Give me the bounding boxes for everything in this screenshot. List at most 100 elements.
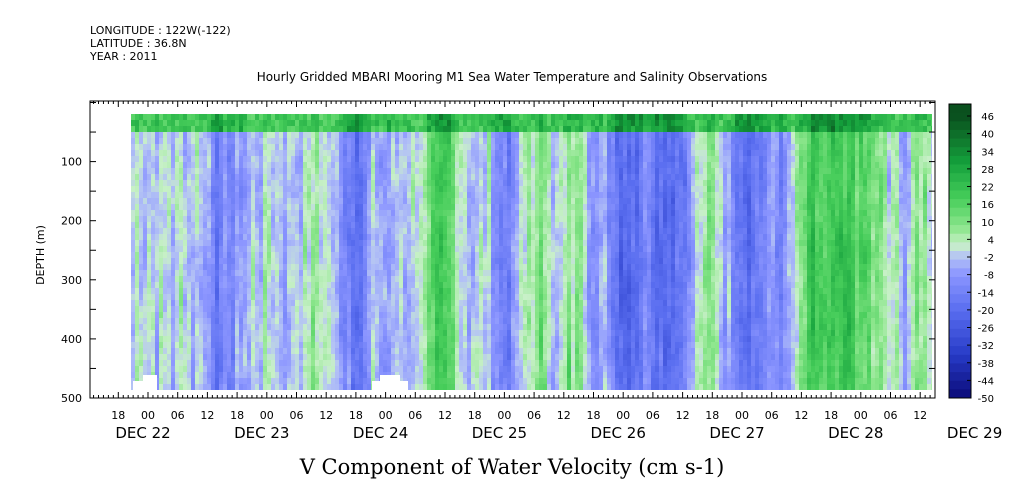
heatmap-cell xyxy=(203,138,208,145)
heatmap-cell xyxy=(179,156,184,163)
heatmap-cell xyxy=(263,300,268,307)
heatmap-cell xyxy=(255,294,260,301)
heatmap-cell xyxy=(435,240,440,247)
heatmap-cell xyxy=(179,168,184,175)
heatmap-cell xyxy=(359,144,364,151)
heatmap-cell xyxy=(275,168,280,175)
heatmap-cell xyxy=(183,126,188,133)
heatmap-cell xyxy=(447,126,452,133)
heatmap-cell xyxy=(211,288,216,295)
heatmap-cell xyxy=(559,168,564,175)
heatmap-cell xyxy=(231,282,236,289)
heatmap-cell xyxy=(295,174,300,181)
heatmap-cell xyxy=(287,372,292,379)
heatmap-cell xyxy=(507,318,512,325)
heatmap-cell xyxy=(307,198,312,205)
heatmap-cell xyxy=(363,192,368,199)
heatmap-cell xyxy=(471,168,476,175)
heatmap-cell xyxy=(343,150,348,157)
heatmap-cell xyxy=(323,306,328,313)
heatmap-cell xyxy=(311,270,316,277)
heatmap-cell xyxy=(431,324,436,331)
heatmap-cell xyxy=(171,366,176,373)
heatmap-cell xyxy=(319,138,324,145)
heatmap-cell xyxy=(555,216,560,223)
heatmap-cell xyxy=(307,294,312,301)
heatmap-cell xyxy=(403,348,408,355)
heatmap-cell xyxy=(419,336,424,343)
heatmap-cell xyxy=(299,216,304,223)
heatmap-cell xyxy=(319,276,324,283)
heatmap-cell xyxy=(223,282,228,289)
heatmap-cell xyxy=(319,168,324,175)
heatmap-cell xyxy=(247,366,252,373)
heatmap-cell xyxy=(455,144,460,151)
heatmap-cell xyxy=(415,120,420,127)
heatmap-cell xyxy=(159,282,164,289)
heatmap-cell xyxy=(303,192,308,199)
heatmap-cell xyxy=(359,204,364,211)
heatmap-cell xyxy=(555,246,560,253)
heatmap-cell xyxy=(131,150,136,157)
heatmap-cell xyxy=(299,264,304,271)
heatmap-cell xyxy=(299,360,304,367)
heatmap-cell xyxy=(523,276,528,283)
heatmap-cell xyxy=(439,264,444,271)
heatmap-cell xyxy=(315,144,320,151)
heatmap-cell xyxy=(207,174,212,181)
heatmap-cell xyxy=(347,354,352,361)
heatmap-cell xyxy=(395,348,400,355)
heatmap-cell xyxy=(263,174,268,181)
heatmap-cell xyxy=(171,246,176,253)
heatmap-cell xyxy=(179,300,184,307)
heatmap-cell xyxy=(147,264,152,271)
heatmap-cell xyxy=(271,234,276,241)
heatmap-cell xyxy=(223,228,228,235)
heatmap-cell xyxy=(367,144,372,151)
heatmap-cell xyxy=(291,354,296,361)
heatmap-cell xyxy=(563,222,568,229)
heatmap-cell xyxy=(471,114,476,121)
heatmap-cell xyxy=(471,186,476,193)
heatmap-cell xyxy=(531,384,536,391)
heatmap-cell xyxy=(227,228,232,235)
heatmap-cell xyxy=(427,210,432,217)
heatmap-cell xyxy=(291,252,296,259)
heatmap-cell xyxy=(199,192,204,199)
heatmap-cell xyxy=(343,252,348,259)
heatmap-cell xyxy=(415,156,420,163)
heatmap-cell xyxy=(295,150,300,157)
heatmap-cell xyxy=(303,336,308,343)
heatmap-cell xyxy=(547,384,552,391)
heatmap-cell xyxy=(387,264,392,271)
heatmap-cell xyxy=(139,312,144,319)
heatmap-cell xyxy=(547,306,552,313)
heatmap-cell xyxy=(535,120,540,127)
heatmap-cell xyxy=(391,324,396,331)
heatmap-cell xyxy=(391,234,396,241)
heatmap-cell xyxy=(563,150,568,157)
heatmap-cell xyxy=(283,336,288,343)
heatmap-cell xyxy=(227,300,232,307)
heatmap-cell xyxy=(251,300,256,307)
heatmap-cell xyxy=(379,246,384,253)
heatmap-cell xyxy=(235,216,240,223)
heatmap-cell xyxy=(423,252,428,259)
heatmap-cell xyxy=(351,342,356,349)
heatmap-cell xyxy=(219,354,224,361)
heatmap-cell xyxy=(375,324,380,331)
heatmap-cell xyxy=(511,174,516,181)
heatmap-cell xyxy=(315,282,320,289)
heatmap-cell xyxy=(347,216,352,223)
heatmap-cell xyxy=(483,162,488,169)
heatmap-cell xyxy=(383,114,388,121)
heatmap-cell xyxy=(167,120,172,127)
heatmap-cell xyxy=(531,360,536,367)
heatmap-cell xyxy=(191,150,196,157)
heatmap-cell xyxy=(295,324,300,331)
heatmap-cell xyxy=(435,330,440,337)
heatmap-cell xyxy=(527,204,532,211)
heatmap-cell xyxy=(443,156,448,163)
heatmap-cell xyxy=(503,300,508,307)
heatmap-cell xyxy=(191,288,196,295)
